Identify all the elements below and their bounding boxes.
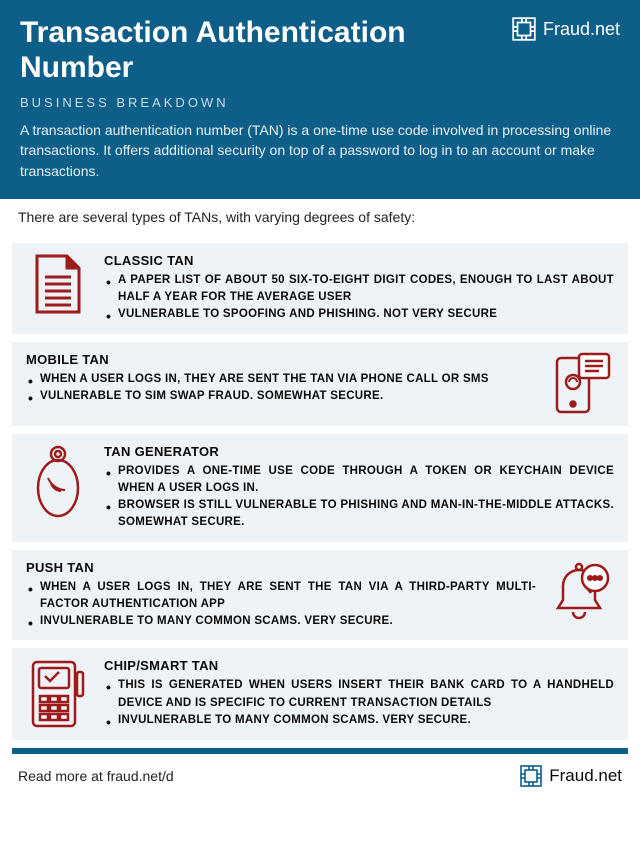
intro-text: There are several types of TANs, with va… xyxy=(0,199,640,235)
classic-tan-bullet: A PAPER LIST OF ABOUT 50 SIX-TO-EIGHT DI… xyxy=(118,272,614,307)
chip-tan-bullet: THIS IS GENERATED WHEN USERS INSERT THEI… xyxy=(118,677,614,712)
generator-tan-bullet: BROWSER IS STILL VULNERABLE TO PHISHING … xyxy=(118,497,614,532)
footer-text: Read more at fraud.net/d xyxy=(18,768,174,784)
paper-icon xyxy=(31,253,85,315)
fraud-logo-icon xyxy=(511,16,537,42)
generator-tan-title: TAN GENERATOR xyxy=(104,444,614,459)
page-title: Transaction Authentication Number xyxy=(20,16,511,85)
header-logo: Fraud.net xyxy=(511,16,620,42)
footer-logo-text: Fraud.net xyxy=(549,766,622,786)
generator-tan-bullet: PROVIDES A ONE-TIME USE CODE THROUGH A T… xyxy=(118,463,614,498)
bell-icon xyxy=(551,560,613,626)
header: Transaction Authentication Number Fraud.… xyxy=(0,0,640,199)
push-tan-bullet: WHEN A USER LOGS IN, THEY ARE SENT THE T… xyxy=(40,579,536,614)
header-logo-text: Fraud.net xyxy=(543,19,620,40)
footer-logo: Fraud.net xyxy=(519,764,622,788)
header-description: A transaction authentication number (TAN… xyxy=(20,120,620,181)
section-chip-tan: CHIP/SMART TAN THIS IS GENERATED WHEN US… xyxy=(12,648,628,740)
footer: Read more at fraud.net/d Fraud.net xyxy=(0,754,640,804)
header-subtitle: BUSINESS BREAKDOWN xyxy=(20,95,620,110)
chip-tan-title: CHIP/SMART TAN xyxy=(104,658,614,673)
section-tan-generator: TAN GENERATOR PROVIDES A ONE-TIME USE CO… xyxy=(12,434,628,542)
push-tan-title: PUSH TAN xyxy=(26,560,536,575)
card-reader-icon xyxy=(29,658,87,730)
section-classic-tan: CLASSIC TAN A PAPER LIST OF ABOUT 50 SIX… xyxy=(12,243,628,334)
classic-tan-title: CLASSIC TAN xyxy=(104,253,614,268)
push-tan-bullet: INVULNERABLE TO MANY COMMON SCAMS. VERY … xyxy=(40,613,536,630)
phone-icon xyxy=(551,352,613,416)
section-mobile-tan: MOBILE TAN WHEN A USER LOGS IN, THEY ARE… xyxy=(12,342,628,426)
classic-tan-bullet: VULNERABLE TO SPOOFING AND PHISHING. NOT… xyxy=(118,306,614,323)
keychain-icon xyxy=(33,444,83,520)
chip-tan-bullet: INVULNERABLE TO MANY COMMON SCAMS. VERY … xyxy=(118,712,614,729)
mobile-tan-bullet: VULNERABLE TO SIM SWAP FRAUD. SOMEWHAT S… xyxy=(40,388,536,405)
section-push-tan: PUSH TAN WHEN A USER LOGS IN, THEY ARE S… xyxy=(12,550,628,641)
mobile-tan-title: MOBILE TAN xyxy=(26,352,536,367)
fraud-logo-icon xyxy=(519,764,543,788)
mobile-tan-bullet: WHEN A USER LOGS IN, THEY ARE SENT THE T… xyxy=(40,371,536,388)
